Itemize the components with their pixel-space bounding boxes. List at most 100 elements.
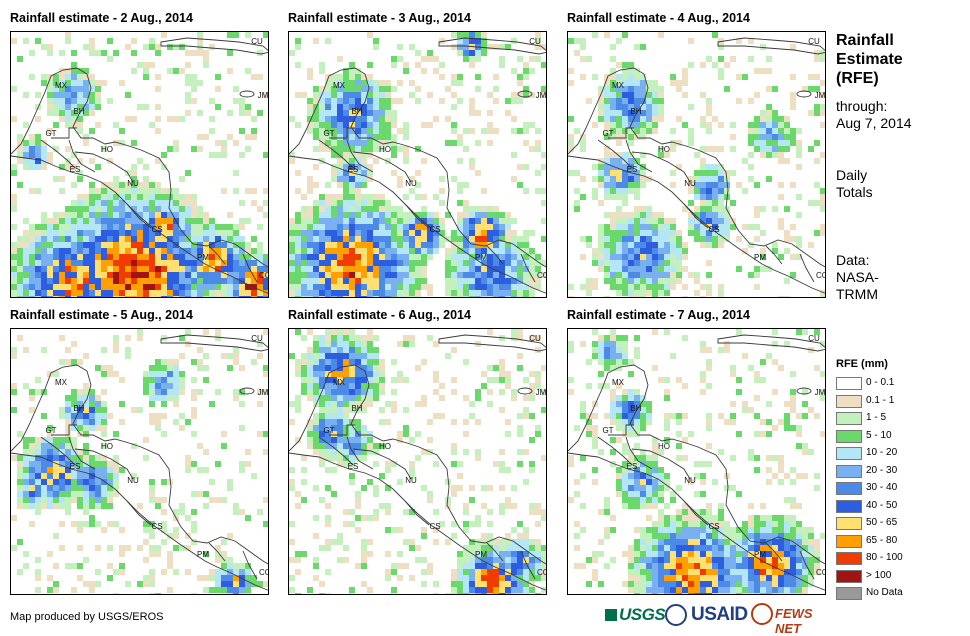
sidebar-data-line: TRMM [836, 286, 879, 303]
country-label: MX [612, 378, 625, 387]
country-label: CS [151, 522, 162, 531]
panel-title-4: Rainfall estimate - 5 Aug., 2014 [10, 308, 193, 322]
country-label: HO [379, 442, 391, 451]
country-label: ES [70, 462, 81, 471]
legend-swatch [836, 535, 862, 548]
country-label: HO [658, 442, 670, 451]
legend-swatch [836, 377, 862, 390]
rainfall-grid [11, 329, 269, 595]
country-label: CS [429, 225, 440, 234]
country-label: CU [251, 37, 263, 46]
country-label: ES [348, 462, 359, 471]
sidebar-through: through: Aug 7, 2014 [836, 98, 912, 132]
country-label: CU [529, 334, 541, 343]
country-label: BH [351, 404, 362, 413]
legend-swatch [836, 482, 862, 495]
country-label: CO [816, 271, 826, 280]
legend-label: 80 - 100 [866, 552, 903, 564]
country-label: HO [101, 145, 113, 154]
country-label: CS [429, 522, 440, 531]
country-label: BH [630, 404, 641, 413]
country-label: JM [536, 388, 547, 397]
rainfall-grid [289, 32, 547, 298]
panel-title-3: Rainfall estimate - 4 Aug., 2014 [567, 11, 750, 25]
legend-label: 10 - 20 [866, 447, 897, 459]
country-label: MX [333, 378, 346, 387]
country-label: MX [55, 81, 68, 90]
country-label: PM [197, 550, 209, 559]
country-label: ES [70, 165, 81, 174]
country-label: JM [258, 388, 269, 397]
country-label: CU [529, 37, 541, 46]
country-label: CU [808, 37, 820, 46]
legend-label: 20 - 30 [866, 465, 897, 477]
country-label: NU [127, 179, 139, 188]
logo-strip: USGS USAID FEWS NET [605, 602, 830, 632]
rainfall-grid [289, 329, 547, 595]
sidebar-title-line: Estimate [836, 50, 903, 69]
country-label: CS [151, 225, 162, 234]
country-label: CU [808, 334, 820, 343]
legend-label: > 100 [866, 570, 891, 582]
legend-swatch [836, 552, 862, 565]
sidebar-totals-line: Totals [836, 184, 873, 201]
legend-swatch [836, 412, 862, 425]
fews-net-seal-icon [751, 603, 773, 625]
legend-swatch [836, 570, 862, 583]
legend-label: 50 - 65 [866, 517, 897, 529]
country-label: CO [816, 568, 826, 577]
usgs-logo-text: USGS [619, 605, 665, 624]
country-label: ES [627, 165, 638, 174]
legend-swatch [836, 447, 862, 460]
legend-title: RFE (mm) [836, 358, 888, 370]
legend-swatch [836, 395, 862, 408]
panel-title-1: Rainfall estimate - 2 Aug., 2014 [10, 11, 193, 25]
sidebar-data-source: Data: NASA- TRMM [836, 252, 879, 303]
rainfall-grid [11, 32, 269, 298]
rainfall-grid [568, 329, 826, 595]
legend-label: 65 - 80 [866, 535, 897, 547]
legend-swatch [836, 517, 862, 530]
legend-label: No Data [866, 587, 903, 599]
country-label: GT [45, 426, 56, 435]
sidebar-title-line: Rainfall [836, 31, 903, 50]
country-label: BH [73, 404, 84, 413]
panel-title-2: Rainfall estimate - 3 Aug., 2014 [288, 11, 471, 25]
map-credit: Map produced by USGS/EROS [10, 611, 163, 623]
legend-swatch [836, 465, 862, 478]
usaid-seal-icon [665, 604, 687, 626]
country-label: CS [708, 225, 719, 234]
legend-label: 0 - 0.1 [866, 377, 894, 389]
country-label: PM [475, 550, 487, 559]
country-label: NU [405, 476, 417, 485]
country-label: CO [259, 271, 269, 280]
country-label: BH [73, 107, 84, 116]
legend-label: 0.1 - 1 [866, 395, 894, 407]
country-label: PM [197, 253, 209, 262]
country-label: NU [684, 179, 696, 188]
country-label: BH [351, 107, 362, 116]
country-label: JM [815, 91, 826, 100]
rainfall-grid [568, 32, 826, 298]
sidebar-data-line: Data: [836, 252, 879, 269]
country-label: CO [537, 568, 547, 577]
country-label: CU [251, 334, 263, 343]
country-label: CO [259, 568, 269, 577]
country-label: JM [815, 388, 826, 397]
usaid-logo: USAID [691, 604, 748, 626]
legend-swatch [836, 430, 862, 443]
country-label: MX [333, 81, 346, 90]
sidebar-through-line: through: [836, 98, 912, 115]
panel-title-5: Rainfall estimate - 6 Aug., 2014 [288, 308, 471, 322]
country-label: JM [536, 91, 547, 100]
legend-label: 30 - 40 [866, 482, 897, 494]
country-label: CO [537, 271, 547, 280]
country-label: ES [627, 462, 638, 471]
sidebar-title: Rainfall Estimate (RFE) [836, 31, 903, 88]
sidebar-data-line: NASA- [836, 269, 879, 286]
sidebar-through-line: Aug 7, 2014 [836, 115, 912, 132]
